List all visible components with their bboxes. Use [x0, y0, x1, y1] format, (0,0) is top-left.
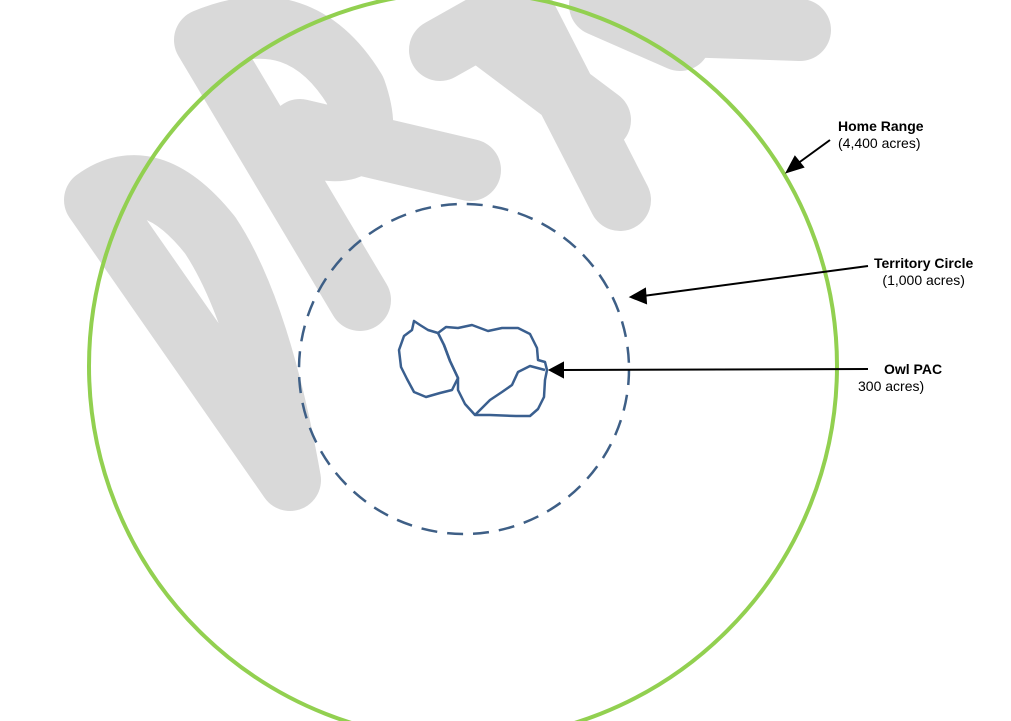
owl-pac-arrowhead: [547, 361, 564, 379]
draft-watermark: [64, 0, 831, 511]
owl-pac-area: 300 acres): [858, 378, 925, 394]
home-range-circle: [87, 0, 839, 721]
owl-pac-label: Owl PAC 300 acres): [858, 361, 942, 395]
watermark-letter-d: [64, 155, 321, 511]
territory-circle-title: Territory Circle: [874, 255, 974, 271]
home-range-label: Home Range (4,400 acres): [838, 118, 924, 152]
owl-pac-title: Owl PAC: [884, 361, 943, 377]
home-range-title: Home Range: [838, 118, 924, 134]
home-range-area: (4,400 acres): [838, 135, 921, 151]
home-range-arrowhead: [784, 155, 805, 174]
territory-arrow-line: [642, 265, 869, 297]
owl-pac-arrow-line: [561, 368, 869, 371]
watermark-letter-r: [174, 0, 501, 331]
owl-pac-shape: [397, 319, 549, 418]
owl-pac-east-polygon: [436, 323, 549, 418]
arrows: [547, 139, 869, 379]
territory-arrowhead: [628, 287, 648, 305]
watermark-letter-a: [409, 0, 651, 231]
watermark-letter-f: [569, 0, 831, 71]
territory-circle-label: Territory Circle (1,000 acres): [874, 255, 973, 289]
territory-circle-area: (1,000 acres): [882, 272, 965, 288]
owl-pac-west-polygon: [397, 319, 460, 399]
home-range-arrow-line: [796, 139, 831, 165]
owl-pac-inner-boundary: [474, 364, 546, 416]
